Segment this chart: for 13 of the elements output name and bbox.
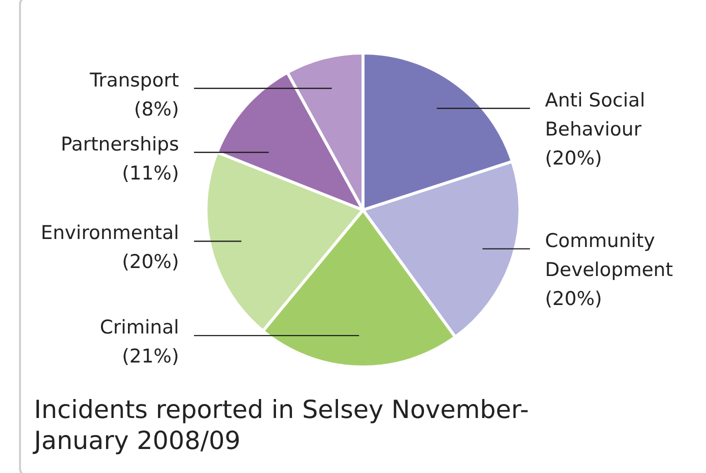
data-label: (20%) <box>545 288 602 310</box>
data-label: (21%) <box>122 346 179 368</box>
data-label: (8%) <box>134 98 179 120</box>
data-label: (20%) <box>122 251 179 274</box>
slice-label: Community Development <box>545 230 673 281</box>
slice-label: Environmental <box>40 222 179 244</box>
slice-label: Transport <box>88 69 179 92</box>
data-label: (20%) <box>545 147 602 170</box>
text: Incidents reported in Selsey November-January 2008/09 <box>32 395 529 455</box>
data-label: (11%) <box>122 162 179 184</box>
slice-label: Partnerships <box>60 133 179 156</box>
slice-label: Criminal <box>100 316 179 339</box>
slice-label: Anti Social Behaviour <box>545 89 646 140</box>
